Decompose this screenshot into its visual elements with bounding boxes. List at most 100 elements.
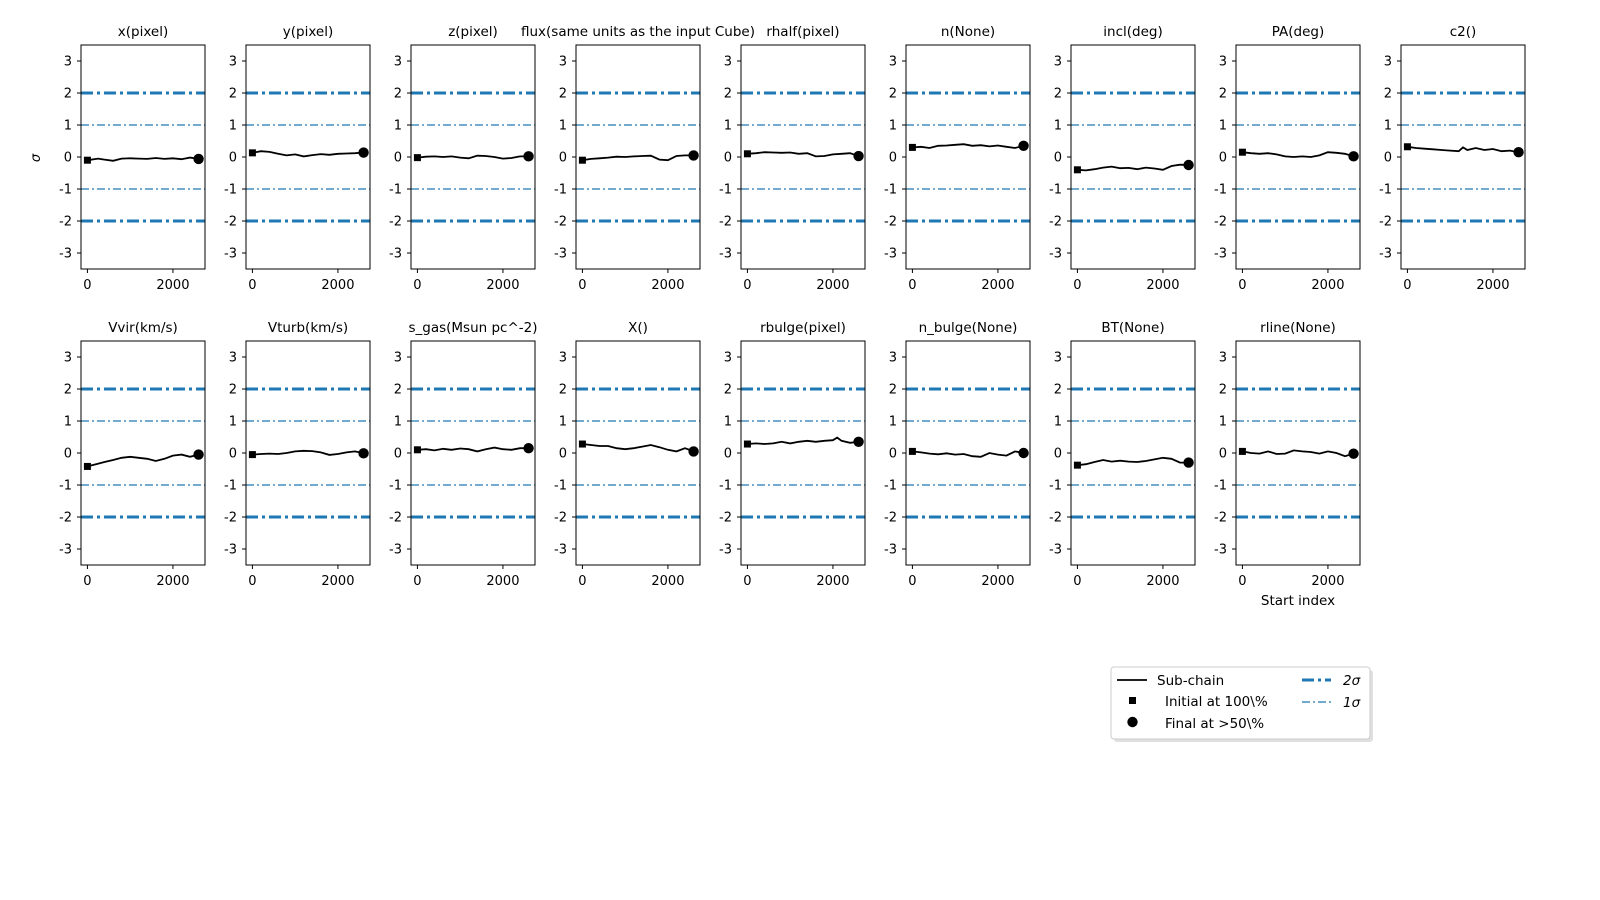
x-tick-label: 2000 bbox=[816, 278, 849, 293]
y-tick-label: 2 bbox=[559, 383, 567, 398]
y-tick-label: 0 bbox=[1219, 151, 1227, 166]
axes-frame bbox=[740, 44, 866, 270]
y-tick-label: -2 bbox=[224, 215, 237, 230]
x-tick-label: 2000 bbox=[1311, 278, 1344, 293]
y-tick-label: -3 bbox=[1214, 247, 1227, 262]
x-tick-label: 0 bbox=[1238, 574, 1246, 589]
final-marker bbox=[1018, 447, 1029, 459]
sub-chain-line bbox=[747, 436, 859, 445]
y-tick-label: 2 bbox=[724, 383, 732, 398]
axes-frame bbox=[245, 44, 371, 270]
y-tick-label: 2 bbox=[1219, 383, 1227, 398]
y-tick-label: -1 bbox=[884, 479, 897, 494]
y-tick-label: -3 bbox=[884, 247, 897, 262]
y-tick-label: 1 bbox=[724, 119, 732, 134]
y-tick-label: -3 bbox=[224, 247, 237, 262]
sub-chain-line bbox=[1242, 151, 1354, 158]
initial-marker bbox=[1403, 143, 1411, 151]
y-tick-label: -3 bbox=[389, 543, 402, 558]
final-marker bbox=[853, 436, 864, 447]
subplot-title: rline(None) bbox=[1260, 320, 1336, 336]
initial-marker bbox=[83, 462, 91, 470]
y-tick-label: 2 bbox=[64, 383, 72, 398]
initial-marker bbox=[743, 150, 751, 158]
y-tick-label: 0 bbox=[724, 151, 732, 166]
sub-chain-line bbox=[87, 156, 199, 162]
y-tick-label: 2 bbox=[64, 87, 72, 102]
x-tick-label: 2000 bbox=[981, 574, 1014, 589]
y-tick-label: 0 bbox=[1384, 151, 1392, 166]
subplot-title: rbulge(pixel) bbox=[760, 320, 846, 336]
final-marker bbox=[1348, 151, 1359, 162]
y-tick-label: -2 bbox=[554, 511, 567, 526]
subplot-17: -3 -2 -1 0 1 2 3 0 2000 rline(None) bbox=[1214, 320, 1361, 589]
y-tick-label: 3 bbox=[1384, 55, 1392, 70]
initial-marker bbox=[578, 440, 586, 448]
legend-square-symbol bbox=[1129, 697, 1136, 704]
x-tick-label: 0 bbox=[578, 278, 586, 293]
axes-frame bbox=[575, 340, 701, 566]
y-tick-label: 0 bbox=[229, 447, 237, 462]
sub-chain-line bbox=[417, 154, 529, 160]
x-tick-label: 0 bbox=[578, 574, 586, 589]
legend-label: Initial at 100\% bbox=[1165, 694, 1268, 710]
y-tick-label: 1 bbox=[1384, 119, 1392, 134]
y-tick-label: 1 bbox=[1054, 119, 1062, 134]
y-tick-label: -2 bbox=[1214, 511, 1227, 526]
sub-chain-line bbox=[417, 446, 529, 453]
y-tick-label: 0 bbox=[889, 151, 897, 166]
axes-frame bbox=[80, 44, 206, 270]
y-tick-label: 3 bbox=[559, 351, 567, 366]
y-tick-label: 0 bbox=[559, 151, 567, 166]
initial-marker bbox=[413, 154, 421, 162]
y-tick-label: 2 bbox=[1219, 87, 1227, 102]
y-tick-label: 0 bbox=[229, 151, 237, 166]
y-tick-label: -3 bbox=[1379, 247, 1392, 262]
y-tick-label: -2 bbox=[719, 215, 732, 230]
sub-chain-line bbox=[912, 450, 1024, 458]
subplot-title: Vturb(km/s) bbox=[268, 320, 348, 336]
subplot-8: -3 -2 -1 0 1 2 3 0 2000 PA(deg) bbox=[1214, 24, 1361, 293]
y-tick-label: -1 bbox=[1049, 479, 1062, 494]
x-tick-label: 0 bbox=[1073, 574, 1081, 589]
y-tick-label: -1 bbox=[1214, 183, 1227, 198]
x-tick-label: 2000 bbox=[981, 278, 1014, 293]
y-tick-label: 3 bbox=[889, 351, 897, 366]
subplot-title: BT(None) bbox=[1101, 320, 1164, 336]
subplot-title: X() bbox=[628, 320, 648, 336]
axes-frame bbox=[1070, 44, 1196, 270]
y-tick-label: 1 bbox=[559, 119, 567, 134]
y-tick-label: 2 bbox=[229, 383, 237, 398]
subplot-5: -3 -2 -1 0 1 2 3 0 2000 rhalf(pixel) bbox=[719, 24, 866, 293]
initial-marker bbox=[1073, 461, 1081, 469]
y-tick-label: 2 bbox=[394, 383, 402, 398]
x-tick-label: 2000 bbox=[1146, 278, 1179, 293]
x-tick-label: 0 bbox=[908, 574, 916, 589]
y-tick-label: 1 bbox=[889, 119, 897, 134]
final-marker bbox=[1018, 140, 1029, 151]
y-tick-label: -3 bbox=[224, 543, 237, 558]
initial-marker bbox=[743, 440, 751, 448]
subplot-1: -3 -2 -1 0 1 2 3 0 2000 x(pixel) bbox=[59, 24, 206, 293]
final-marker bbox=[523, 443, 534, 454]
subplot-title: c2() bbox=[1450, 24, 1477, 40]
x-tick-label: 0 bbox=[413, 574, 421, 589]
subplot-title: x(pixel) bbox=[118, 24, 168, 40]
legend-box bbox=[1110, 666, 1371, 740]
y-tick-label: 0 bbox=[1054, 151, 1062, 166]
axes-frame bbox=[80, 340, 206, 566]
y-tick-label: -3 bbox=[1049, 543, 1062, 558]
x-tick-label: 2000 bbox=[156, 574, 189, 589]
y-tick-label: -2 bbox=[1379, 215, 1392, 230]
subplot-title: flux(same units as the input Cube) bbox=[521, 24, 755, 40]
initial-marker bbox=[578, 156, 586, 164]
x-tick-label: 2000 bbox=[651, 574, 684, 589]
y-tick-label: 2 bbox=[229, 87, 237, 102]
final-marker bbox=[193, 153, 204, 165]
subplot-title: rhalf(pixel) bbox=[766, 24, 839, 40]
x-tick-label: 2000 bbox=[321, 278, 354, 293]
legend-label: 2σ bbox=[1343, 673, 1361, 689]
final-marker bbox=[688, 446, 699, 457]
subplot-title: PA(deg) bbox=[1272, 24, 1325, 40]
x-tick-label: 2000 bbox=[486, 574, 519, 589]
